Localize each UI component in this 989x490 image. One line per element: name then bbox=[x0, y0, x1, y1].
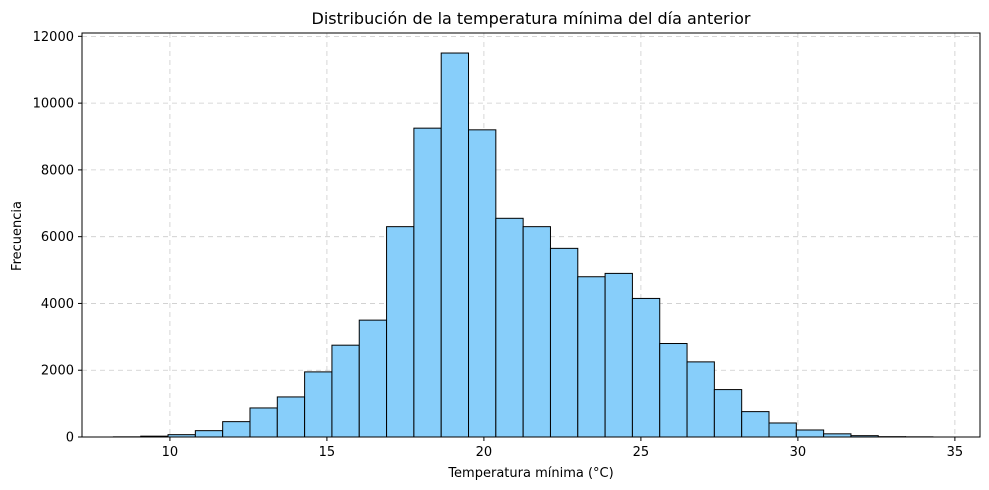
histogram-bar bbox=[194, 430, 224, 438]
histogram-bar bbox=[522, 226, 551, 438]
histogram-bar bbox=[495, 217, 524, 438]
histogram-bar bbox=[304, 371, 333, 438]
histogram-bar bbox=[549, 247, 579, 438]
histogram-bar bbox=[604, 272, 633, 438]
y-tick-label: 10000 bbox=[33, 97, 74, 112]
histogram-bar bbox=[795, 429, 825, 438]
x-tick-label: 25 bbox=[633, 445, 650, 460]
x-tick-label: 10 bbox=[162, 445, 179, 460]
histogram-bars bbox=[112, 52, 934, 438]
histogram-bar bbox=[222, 421, 251, 438]
histogram-bar bbox=[413, 127, 442, 438]
histogram-bar bbox=[659, 343, 688, 438]
histogram-bar bbox=[276, 396, 306, 438]
histogram-bar bbox=[468, 129, 497, 438]
y-axis-ticks: 0 2000 4000 6000 8000 10000 12000 bbox=[33, 30, 82, 446]
y-tick-label: 12000 bbox=[33, 30, 74, 45]
x-axis-ticks: 10 15 20 25 30 35 bbox=[162, 437, 964, 460]
histogram-bar bbox=[713, 389, 743, 438]
x-axis-label: Temperatura mínima (°C) bbox=[447, 466, 613, 481]
histogram-bar bbox=[331, 344, 360, 438]
histogram-bar bbox=[358, 319, 388, 438]
histogram-bar bbox=[686, 361, 715, 438]
x-tick-label: 30 bbox=[790, 445, 807, 460]
y-tick-label: 2000 bbox=[41, 364, 74, 379]
plot-frame bbox=[81, 32, 981, 438]
histogram-bar bbox=[249, 407, 278, 438]
y-tick-label: 6000 bbox=[41, 230, 74, 245]
y-axis-label: Frecuencia bbox=[10, 201, 25, 271]
y-tick-label: 0 bbox=[66, 431, 74, 446]
chart-title: Distribución de la temperatura mínima de… bbox=[312, 9, 751, 28]
x-tick-label: 35 bbox=[947, 445, 964, 460]
histogram-bar bbox=[631, 297, 661, 438]
histogram-bar bbox=[440, 52, 470, 438]
histogram-bar bbox=[768, 422, 797, 438]
y-tick-label: 4000 bbox=[41, 297, 74, 312]
x-tick-label: 15 bbox=[319, 445, 336, 460]
histogram-bar bbox=[741, 411, 770, 438]
y-tick-label: 8000 bbox=[41, 163, 74, 178]
x-tick-label: 20 bbox=[476, 445, 493, 460]
histogram-bar bbox=[386, 226, 415, 438]
histogram-bar bbox=[577, 276, 606, 438]
